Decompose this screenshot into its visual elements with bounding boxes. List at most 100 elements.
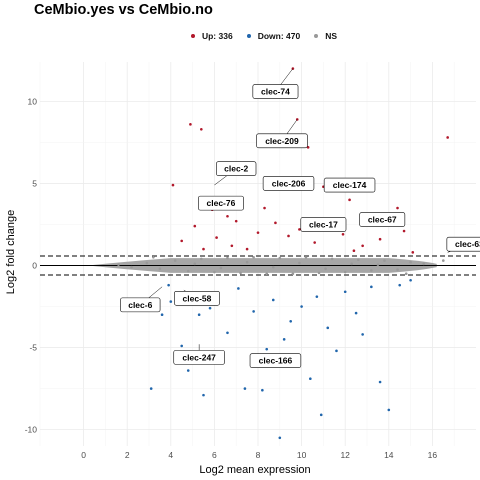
point-ns [200,257,203,261]
annotation-label: clec-206 [272,178,306,188]
point-up [341,233,345,236]
point-down [370,285,373,289]
chart-title: CeMbio.yes vs CeMbio.no [34,2,213,18]
y-tick-label: 10 [28,96,38,106]
point-ns [409,260,412,264]
annotation-label: clec-6 [128,300,152,310]
point-down [243,387,247,390]
point-ns [193,262,197,266]
point-ns [317,271,321,275]
point-down [167,283,170,287]
point-ns [213,270,216,274]
point-up [180,239,183,243]
point-up [245,247,249,251]
point-ns [278,256,282,260]
point-up [256,231,260,234]
legend-item-down: Down: 470 [246,31,300,41]
point-ns [396,268,399,271]
annotation-box [256,133,308,149]
point-ns [145,261,149,265]
annotation-box [300,217,347,232]
point-down [261,388,264,392]
y-ticks: -10 -5 0 5 10 [25,96,38,434]
point-up [298,228,301,231]
annotation-box [446,236,480,252]
point-ns [330,257,334,261]
point-ns [422,262,425,266]
point-up [171,183,175,187]
legend-marker-down [246,34,251,38]
point-ns [186,269,190,273]
point-down [265,347,269,351]
annotation-box [323,177,376,193]
legend-label-up: Up: 336 [201,31,233,41]
point-up [352,249,356,253]
annotations: clec-74 clec-209 clec-2 clec-206 clec-174 cle… [120,68,480,368]
point-down [343,290,347,294]
point-down [278,436,282,440]
point-down [226,331,229,335]
point-down [335,349,338,353]
point-ns [252,255,255,259]
annotation-box [216,161,257,176]
point-up [287,234,290,238]
annotation-label: clec-166 [259,356,293,366]
point-ns [239,271,242,275]
point-down [309,377,312,381]
point-down [378,380,382,384]
point-ns [245,260,249,264]
point-ns [442,259,445,262]
point-ns [265,272,269,275]
annotation-label: clec-63 [455,239,480,249]
point-down [300,305,303,308]
annotation-label: clec-209 [265,136,299,146]
point-ns [291,272,295,275]
x-tick-label: 8 [256,450,261,460]
annotation-box [359,212,406,227]
point-ns [370,269,373,272]
point-down [282,338,286,341]
annotation-label: clec-74 [261,87,290,97]
point-down [208,306,212,310]
point-down [289,319,293,323]
x-tick-label: 0 [81,450,86,460]
legend-item-ns: NS [314,31,337,41]
point-down [387,408,391,412]
x-tick-label: 2 [125,450,130,460]
point-ns [226,256,229,260]
point-up [230,244,234,248]
y-tick-label: -5 [29,343,37,353]
legend-label-ns: NS [325,31,338,41]
point-down [237,287,240,290]
point-down [354,311,358,315]
point-ns [376,263,380,266]
point-down [202,393,205,397]
point-down [186,369,190,372]
point-up [446,136,449,139]
point-ns [219,266,223,270]
point-down [398,283,402,287]
x-tick-label: 4 [168,450,173,460]
x-tick-label: 16 [428,450,438,460]
point-up [263,206,266,210]
legend-item-up: Up: 336 [190,31,233,41]
point-up [215,236,218,239]
x-ticks: 0 2 4 6 8 10 12 14 16 [81,450,437,460]
point-ns [298,261,301,265]
y-tick-label: 0 [32,260,37,270]
annotation-label: clec-2 [224,164,248,174]
annotation-box [262,176,315,191]
point-down [271,298,275,302]
point-up [234,219,238,223]
point-up [378,237,382,241]
point-up [402,229,406,233]
point-down [149,387,153,390]
point-down [197,313,201,317]
gridlines [39,62,476,446]
point-up [313,241,316,244]
annotation-label: clec-67 [368,215,397,225]
x-tick-label: 10 [297,450,307,460]
legend-marker-ns [314,34,319,38]
x-axis-title: Log2 mean expression [199,464,310,476]
